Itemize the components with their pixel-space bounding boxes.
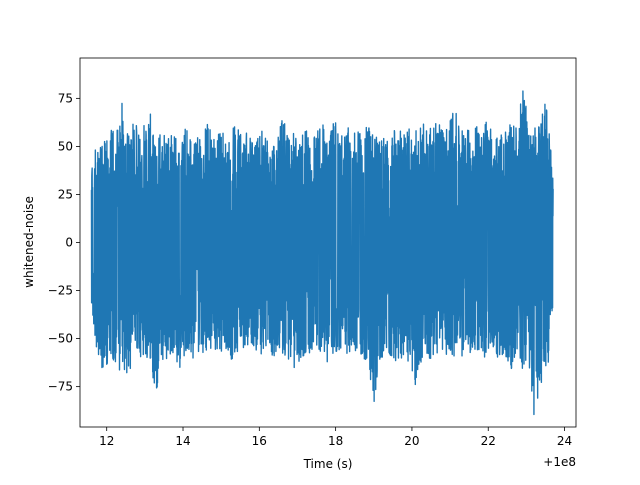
x-axis: 12 14 16 18 20 22 24 xyxy=(99,427,572,448)
y-tick-label: 50 xyxy=(58,139,73,153)
x-axis-offset-label: +1e8 xyxy=(543,455,576,469)
y-tick-label: −50 xyxy=(48,332,73,346)
x-tick-label: 12 xyxy=(99,434,114,448)
series-line xyxy=(90,90,554,416)
y-tick-label: −75 xyxy=(48,380,73,394)
x-tick-label: 14 xyxy=(175,434,190,448)
x-tick-label: 24 xyxy=(557,434,572,448)
x-tick-label: 16 xyxy=(252,434,267,448)
y-tick-label: 75 xyxy=(58,91,73,105)
y-tick-label: 25 xyxy=(58,187,73,201)
x-tick-label: 20 xyxy=(404,434,419,448)
y-tick-label: −25 xyxy=(48,284,73,298)
plot-area xyxy=(90,90,554,416)
y-axis: −75 −50 −25 0 25 50 75 xyxy=(48,91,80,394)
x-tick-label: 18 xyxy=(328,434,343,448)
y-axis-label: whitened-noise xyxy=(22,196,36,288)
y-tick-label: 0 xyxy=(65,236,73,250)
x-axis-label: Time (s) xyxy=(303,457,353,471)
x-tick-label: 22 xyxy=(481,434,496,448)
